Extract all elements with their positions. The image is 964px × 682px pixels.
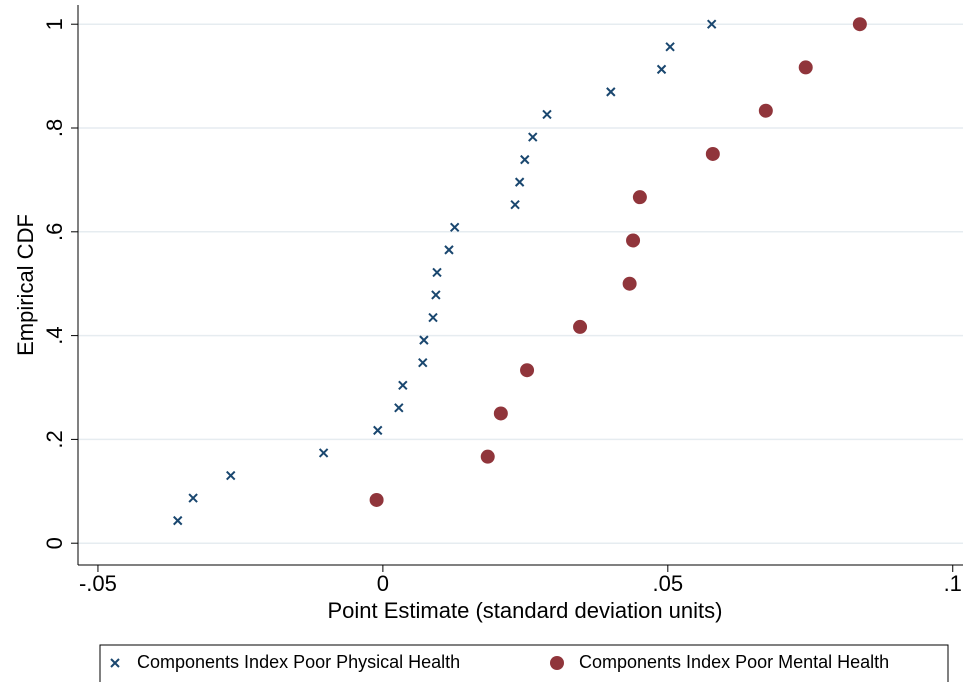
point: [444, 245, 454, 255]
y-tick-label: .8: [42, 119, 67, 137]
point: [852, 17, 867, 32]
point: [510, 200, 520, 210]
legend-marker: [550, 656, 564, 670]
point: [398, 380, 408, 390]
point: [431, 290, 441, 300]
point: [418, 357, 428, 368]
point: [656, 64, 667, 75]
x-tick-label: 0: [377, 571, 389, 596]
point: [318, 448, 329, 458]
point: [706, 19, 717, 29]
y-tick-label: .4: [42, 326, 67, 344]
point: [632, 190, 647, 205]
point: [542, 109, 552, 120]
x-tick-label: -.05: [79, 571, 117, 596]
point: [419, 335, 429, 345]
point: [528, 132, 538, 142]
point: [573, 319, 588, 334]
point: [373, 425, 383, 436]
point: [493, 406, 508, 421]
y-tick-label: 1: [42, 18, 67, 30]
legend-item: Components Index Poor Mental Health: [550, 652, 889, 672]
point: [665, 42, 675, 52]
legend-label: Components Index Poor Physical Health: [137, 652, 460, 672]
point: [705, 146, 720, 161]
point: [449, 222, 460, 232]
point: [626, 233, 641, 248]
point: [622, 276, 637, 291]
point: [188, 493, 198, 503]
point: [226, 470, 236, 481]
y-tick-label: .2: [42, 430, 67, 448]
point: [520, 154, 530, 165]
point: [520, 363, 535, 378]
point: [480, 449, 495, 464]
point: [428, 312, 438, 323]
legend-label: Components Index Poor Mental Health: [579, 652, 889, 672]
point: [394, 403, 404, 413]
point: [798, 60, 813, 75]
point: [514, 177, 525, 187]
point: [432, 267, 442, 278]
point: [758, 103, 773, 118]
legend-box: [99, 644, 949, 682]
point: [606, 87, 616, 97]
legend-item: Components Index Poor Physical Health: [110, 652, 460, 672]
y-axis-label: Empirical CDF: [13, 214, 38, 356]
x-axis-label: Point Estimate (standard deviation units…: [328, 598, 723, 623]
y-tick-label: 0: [42, 537, 67, 549]
legend-marker: [110, 658, 120, 668]
point: [173, 515, 183, 526]
x-tick-label: .05: [653, 571, 684, 596]
point: [369, 492, 384, 507]
x-tick-label: .1: [944, 571, 962, 596]
y-tick-label: .6: [42, 223, 67, 241]
